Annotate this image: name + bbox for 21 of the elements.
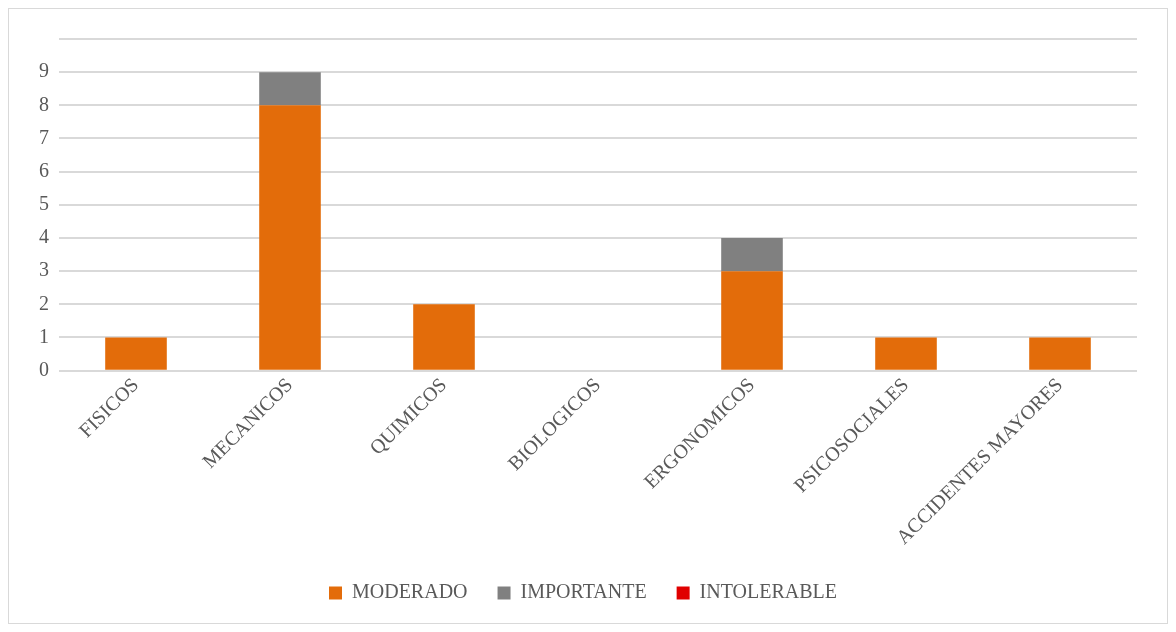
bar [413, 304, 475, 370]
legend-label: INTOLERABLE [699, 580, 838, 603]
y-tick-label: 1 [39, 324, 49, 347]
y-tick-label: 0 [39, 357, 49, 380]
y-tick-label: 6 [39, 158, 49, 181]
y-tick-label: 7 [39, 125, 49, 148]
y-tick-label: 5 [39, 192, 49, 215]
y-tick-label: 9 [39, 59, 49, 82]
y-tick-label: 3 [39, 258, 49, 281]
y-tick-label: 2 [39, 291, 49, 314]
bar [259, 72, 321, 106]
y-tick-label: 8 [39, 92, 49, 115]
legend-label: MODERADO [351, 580, 468, 603]
bar [721, 237, 783, 272]
bar [875, 337, 937, 370]
bar [105, 337, 167, 370]
bar [259, 105, 321, 370]
bar [721, 271, 783, 370]
legend-label: IMPORTANTE [520, 580, 647, 603]
bar [1029, 337, 1091, 370]
y-tick-label: 4 [39, 225, 49, 248]
